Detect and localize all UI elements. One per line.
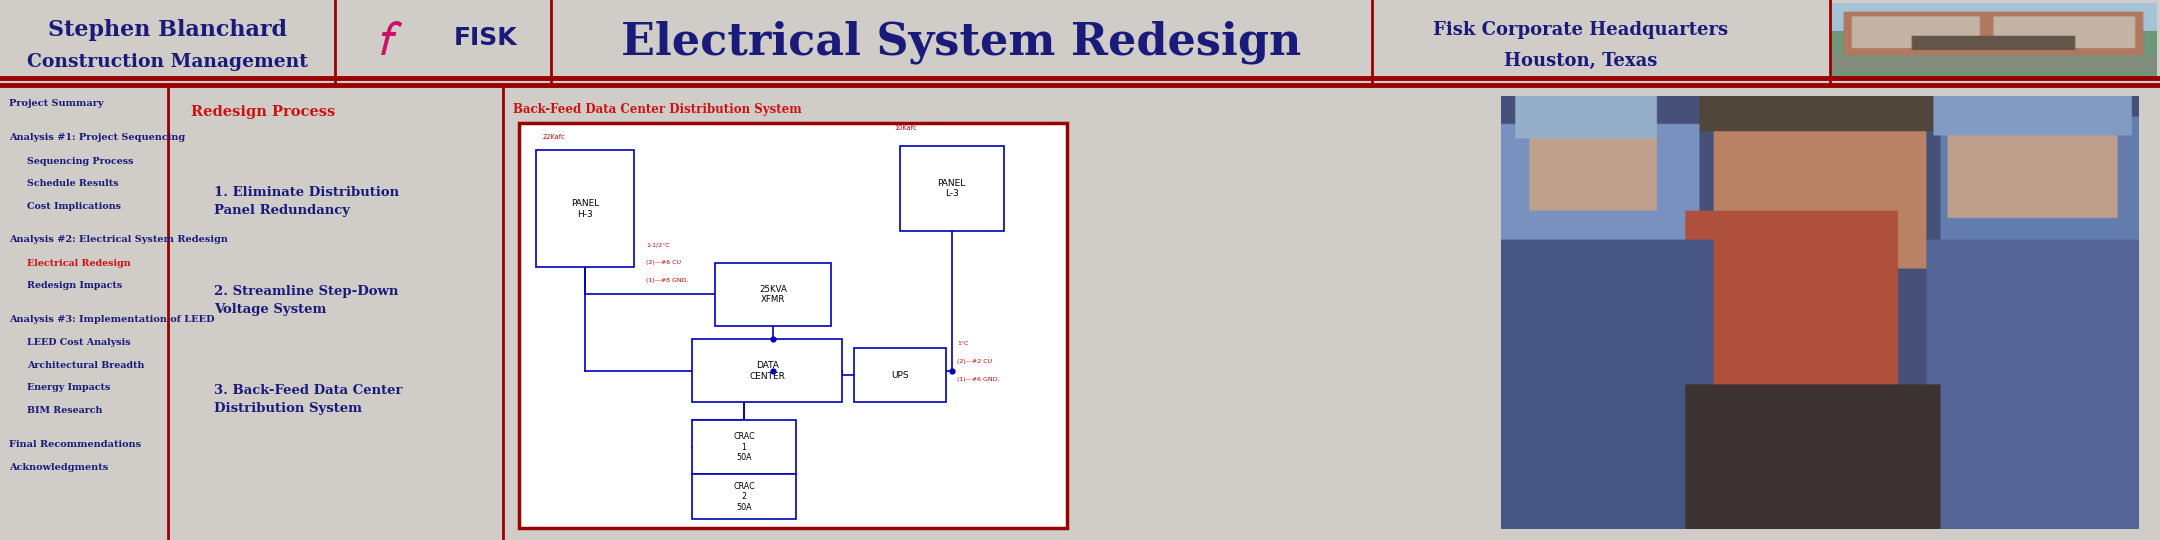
Text: 25KVA
XFMR: 25KVA XFMR: [758, 285, 786, 304]
Text: Final Recommendations: Final Recommendations: [9, 440, 140, 449]
Text: (2)—#6 CU: (2)—#6 CU: [646, 260, 680, 265]
Text: PANEL
H-3: PANEL H-3: [572, 199, 600, 219]
Text: CRAC
1
50A: CRAC 1 50A: [732, 433, 756, 462]
Text: (2)—#2 CU: (2)—#2 CU: [957, 360, 994, 365]
Text: BIM Research: BIM Research: [26, 406, 102, 415]
Text: Analysis #3: Implementation of LEED: Analysis #3: Implementation of LEED: [9, 315, 214, 324]
Text: (1)—#8 GND.: (1)—#8 GND.: [646, 279, 689, 284]
Text: LEED Cost Analysis: LEED Cost Analysis: [26, 339, 130, 347]
Text: $\mathcal{f}$: $\mathcal{f}$: [374, 17, 404, 65]
Text: (1)—#6 GND.: (1)—#6 GND.: [957, 377, 1000, 382]
Text: FISK: FISK: [454, 26, 518, 50]
Text: Sequencing Process: Sequencing Process: [26, 157, 134, 166]
Bar: [536, 151, 635, 267]
Text: Back-Feed Data Center Distribution System: Back-Feed Data Center Distribution Syste…: [514, 103, 801, 116]
Bar: [691, 474, 797, 519]
Text: Architectural Breadth: Architectural Breadth: [26, 361, 145, 370]
Text: 22Kafc: 22Kafc: [542, 134, 566, 140]
Text: Redesign Process: Redesign Process: [192, 105, 335, 119]
Bar: [691, 339, 842, 402]
Text: Electrical Redesign: Electrical Redesign: [26, 259, 130, 268]
Text: Cost Implications: Cost Implications: [26, 202, 121, 211]
Text: Redesign Impacts: Redesign Impacts: [26, 281, 121, 291]
Text: Fisk Corporate Headquarters: Fisk Corporate Headquarters: [1432, 21, 1728, 39]
Text: 1. Eliminate Distribution
Panel Redundancy: 1. Eliminate Distribution Panel Redundan…: [214, 186, 400, 218]
Text: 3. Back-Feed Data Center
Distribution System: 3. Back-Feed Data Center Distribution Sy…: [214, 384, 402, 415]
Bar: [901, 146, 1004, 232]
Text: Project Summary: Project Summary: [9, 99, 104, 107]
Text: Houston, Texas: Houston, Texas: [1503, 52, 1657, 70]
Text: 2. Streamline Step-Down
Voltage System: 2. Streamline Step-Down Voltage System: [214, 286, 397, 316]
Bar: [853, 348, 946, 402]
Text: UPS: UPS: [890, 371, 909, 380]
Bar: [715, 263, 832, 326]
Text: Stephen Blanchard: Stephen Blanchard: [48, 19, 287, 40]
Text: Energy Impacts: Energy Impacts: [26, 383, 110, 393]
Text: 1-1/2°C: 1-1/2°C: [646, 242, 670, 247]
Text: Acknowledgments: Acknowledgments: [9, 463, 108, 472]
Text: CRAC
2
50A: CRAC 2 50A: [732, 482, 756, 512]
Text: Analysis #2: Electrical System Redesign: Analysis #2: Electrical System Redesign: [9, 235, 229, 245]
Text: Analysis #1: Project Sequencing: Analysis #1: Project Sequencing: [9, 133, 186, 143]
FancyBboxPatch shape: [518, 124, 1067, 528]
Text: 10Kafc: 10Kafc: [894, 125, 916, 131]
Text: Electrical System Redesign: Electrical System Redesign: [622, 21, 1300, 64]
Text: Construction Management: Construction Management: [26, 53, 309, 71]
Text: 1°C: 1°C: [957, 341, 970, 346]
Text: Schedule Results: Schedule Results: [26, 179, 119, 188]
Text: DATA
CENTER: DATA CENTER: [750, 361, 784, 381]
Bar: [691, 420, 797, 474]
Text: PANEL
L-3: PANEL L-3: [937, 179, 966, 198]
